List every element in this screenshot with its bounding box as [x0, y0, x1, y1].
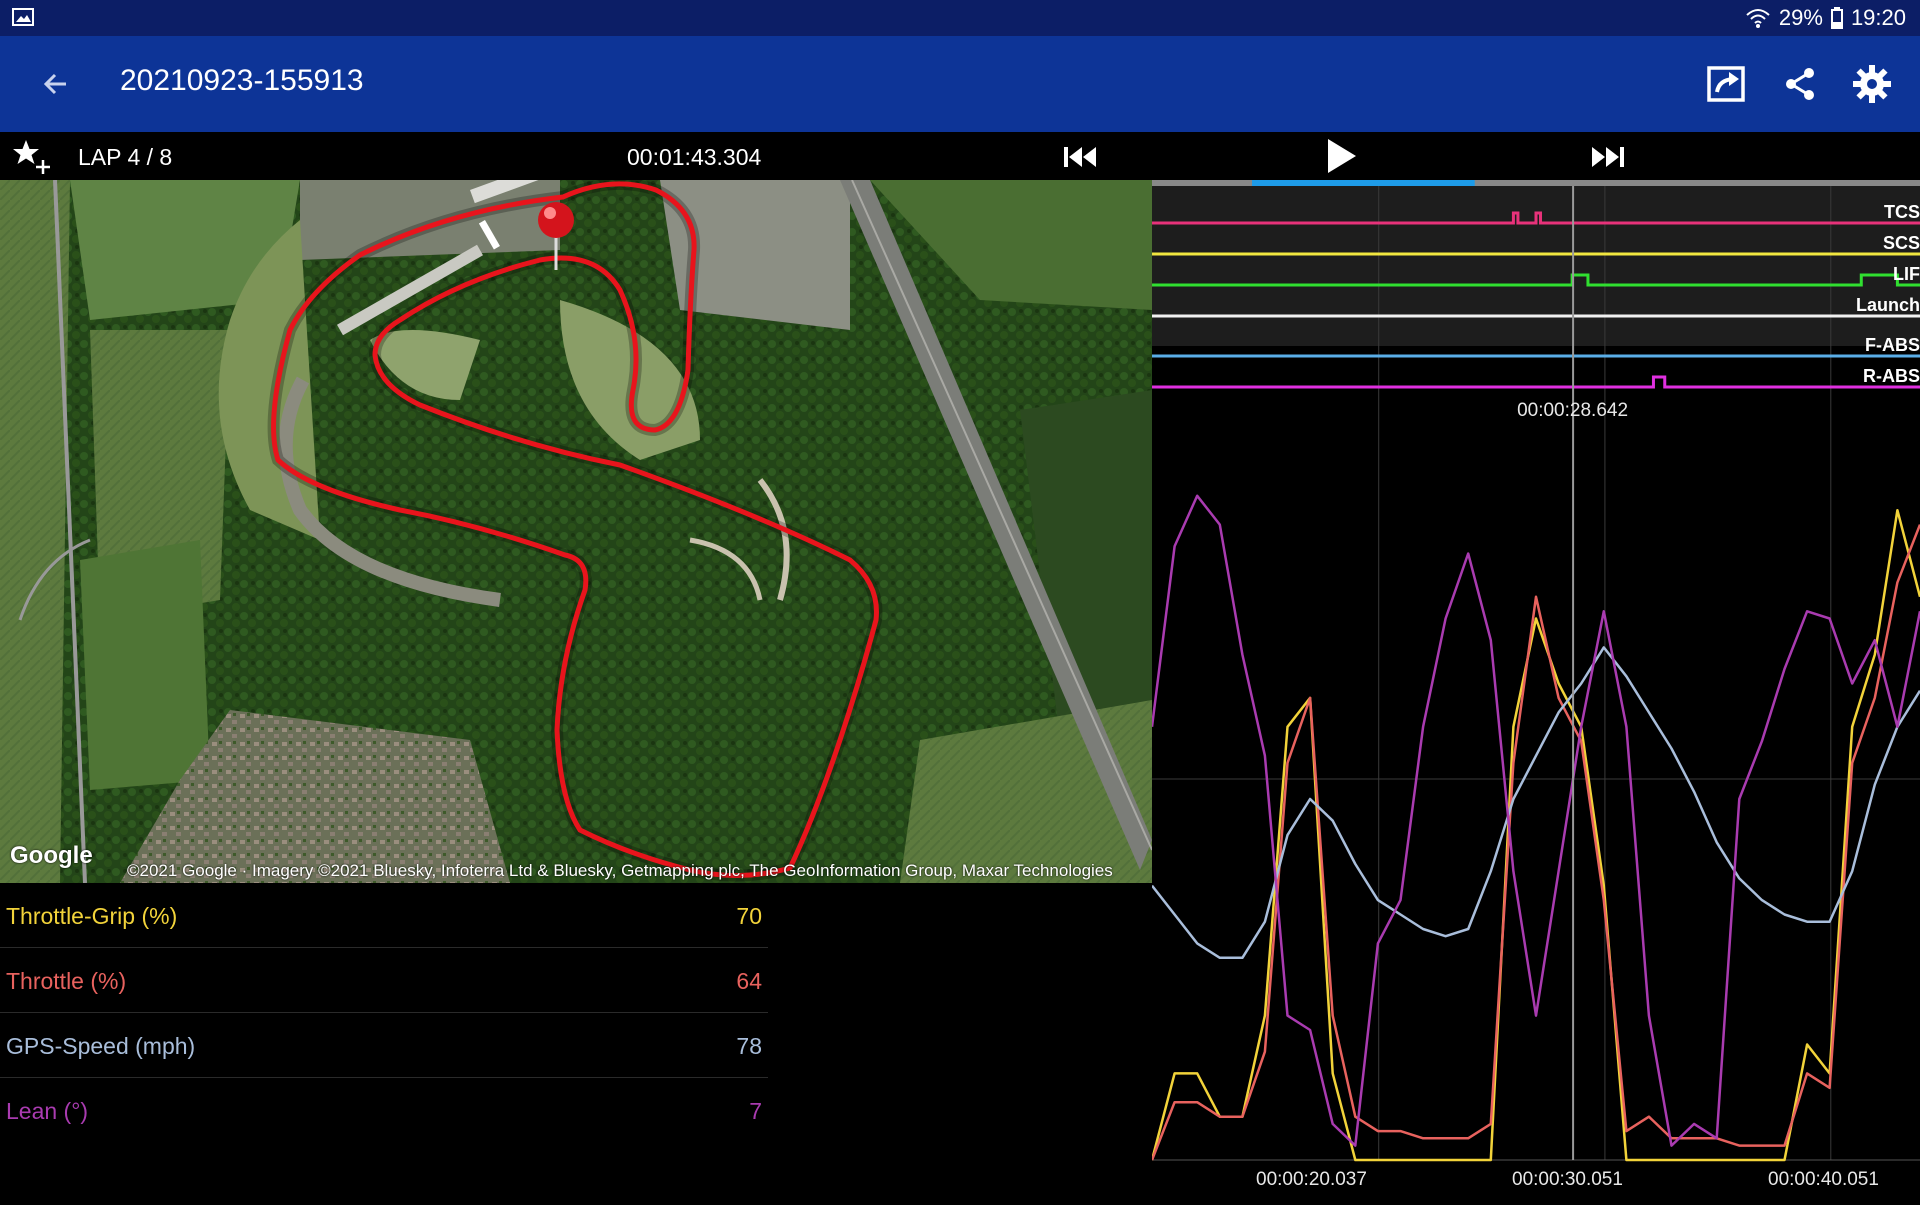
- value-number: 78: [736, 1033, 762, 1059]
- lap-bar: LAP 4 / 8 00:01:43.304: [0, 132, 1920, 180]
- wifi-icon: [1746, 9, 1770, 28]
- lap-indicator: LAP 4 / 8: [78, 144, 173, 170]
- flag-label-launch: Launch: [1855, 295, 1920, 315]
- values-list: Throttle-Grip (%) 70 Throttle (%) 64 GPS…: [0, 883, 768, 1142]
- chart-canvas: [1150, 180, 1920, 1162]
- value-label: GPS-Speed (mph): [6, 1033, 196, 1059]
- track-map[interactable]: Google ©2021 Google · Imagery ©2021 Blue…: [0, 180, 1152, 883]
- flag-label-lif: LIF: [1893, 264, 1920, 284]
- battery-percent: 29%: [1778, 5, 1823, 30]
- flag-line-tcs: [1152, 211, 1920, 225]
- flag-line-r-abs: [1152, 375, 1920, 389]
- telemetry-chart[interactable]: 00:00:28.642 00:00:20.037 00:00:30.051 0…: [1150, 180, 1920, 1200]
- flag-panel: [1152, 186, 1920, 346]
- value-label: Throttle-Grip (%): [6, 903, 178, 929]
- map-copyright: ©2021 Google · Imagery ©2021 Bluesky, In…: [127, 861, 1113, 880]
- value-number: 70: [736, 903, 762, 929]
- playback-progress: [1252, 180, 1475, 186]
- cursor-time-label: 00:00:28.642: [1517, 400, 1629, 421]
- x-tick-label: 00:00:20.037: [1256, 1169, 1367, 1190]
- lap-time: 00:01:43.304: [627, 144, 762, 170]
- series-line-2: [1151, 646, 1920, 960]
- clock: 19:20: [1850, 5, 1906, 30]
- series-line-3: [1150, 494, 1920, 1147]
- recording-title: 20210923-155913: [120, 64, 364, 97]
- star-add-icon[interactable]: [12, 138, 52, 176]
- satellite-imagery: [0, 180, 1152, 883]
- flag-label-f-abs: F-ABS: [1865, 335, 1920, 355]
- value-row-lean[interactable]: Lean (°) 7: [0, 1078, 768, 1142]
- track-outline: [271, 181, 879, 879]
- share-icon[interactable]: [1778, 62, 1822, 106]
- map-pin-icon: [538, 202, 574, 270]
- skip-previous-icon[interactable]: [1060, 140, 1100, 174]
- value-row-throttle[interactable]: Throttle (%) 64: [0, 948, 768, 1013]
- x-tick-label: 00:00:40.051: [1768, 1169, 1879, 1190]
- flag-label-tcs: TCS: [1884, 202, 1920, 222]
- value-label: Lean (°): [6, 1098, 89, 1124]
- playback-track: [1152, 180, 1920, 186]
- battery-icon: [1830, 7, 1843, 29]
- status-right: 29% 19:20: [1745, 5, 1906, 31]
- settings-icon[interactable]: [1850, 62, 1894, 106]
- flag-label-r-abs: R-ABS: [1863, 366, 1920, 386]
- start-finish-line: [478, 220, 500, 250]
- value-number: 7: [749, 1098, 762, 1124]
- value-row-gps-speed[interactable]: GPS-Speed (mph) 78: [0, 1013, 768, 1078]
- skip-next-icon[interactable]: [1588, 140, 1628, 174]
- value-row-throttle-grip[interactable]: Throttle-Grip (%) 70: [0, 883, 768, 948]
- value-label: Throttle (%): [6, 968, 127, 994]
- flag-label-scs: SCS: [1882, 233, 1920, 253]
- gallery-icon: [12, 8, 34, 26]
- arrow-back-icon[interactable]: [38, 66, 74, 102]
- value-number: 64: [736, 968, 762, 994]
- status-bar: 29% 19:20: [0, 0, 1920, 36]
- app-bar: 20210923-155913: [0, 36, 1920, 132]
- export-icon[interactable]: [1705, 62, 1749, 106]
- play-icon[interactable]: [1324, 136, 1360, 176]
- x-tick-label: 00:00:30.051: [1512, 1169, 1623, 1190]
- google-logo: Google: [10, 842, 93, 869]
